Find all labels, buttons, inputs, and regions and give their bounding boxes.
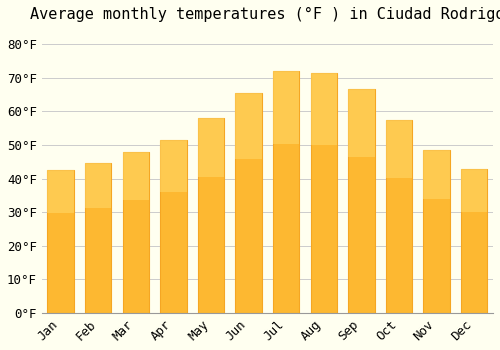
Bar [424,150,450,313]
Bar [85,163,112,313]
Bar [310,73,337,313]
Title: Average monthly temperatures (°F ) in Ciudad Rodrigo: Average monthly temperatures (°F ) in Ci… [30,7,500,22]
Bar [424,150,450,199]
Bar [160,140,186,192]
Bar [85,163,112,208]
Bar [48,170,74,313]
Bar [461,168,487,212]
Bar [236,93,262,313]
Bar [122,152,149,200]
Bar [310,73,337,145]
Bar [198,118,224,177]
Bar [348,90,374,156]
Bar [348,90,374,313]
Bar [273,71,299,313]
Bar [48,170,74,213]
Bar [236,93,262,159]
Bar [386,120,412,313]
Bar [198,118,224,313]
Bar [122,152,149,313]
Bar [273,71,299,144]
Bar [160,140,186,313]
Bar [461,168,487,313]
Bar [386,120,412,178]
